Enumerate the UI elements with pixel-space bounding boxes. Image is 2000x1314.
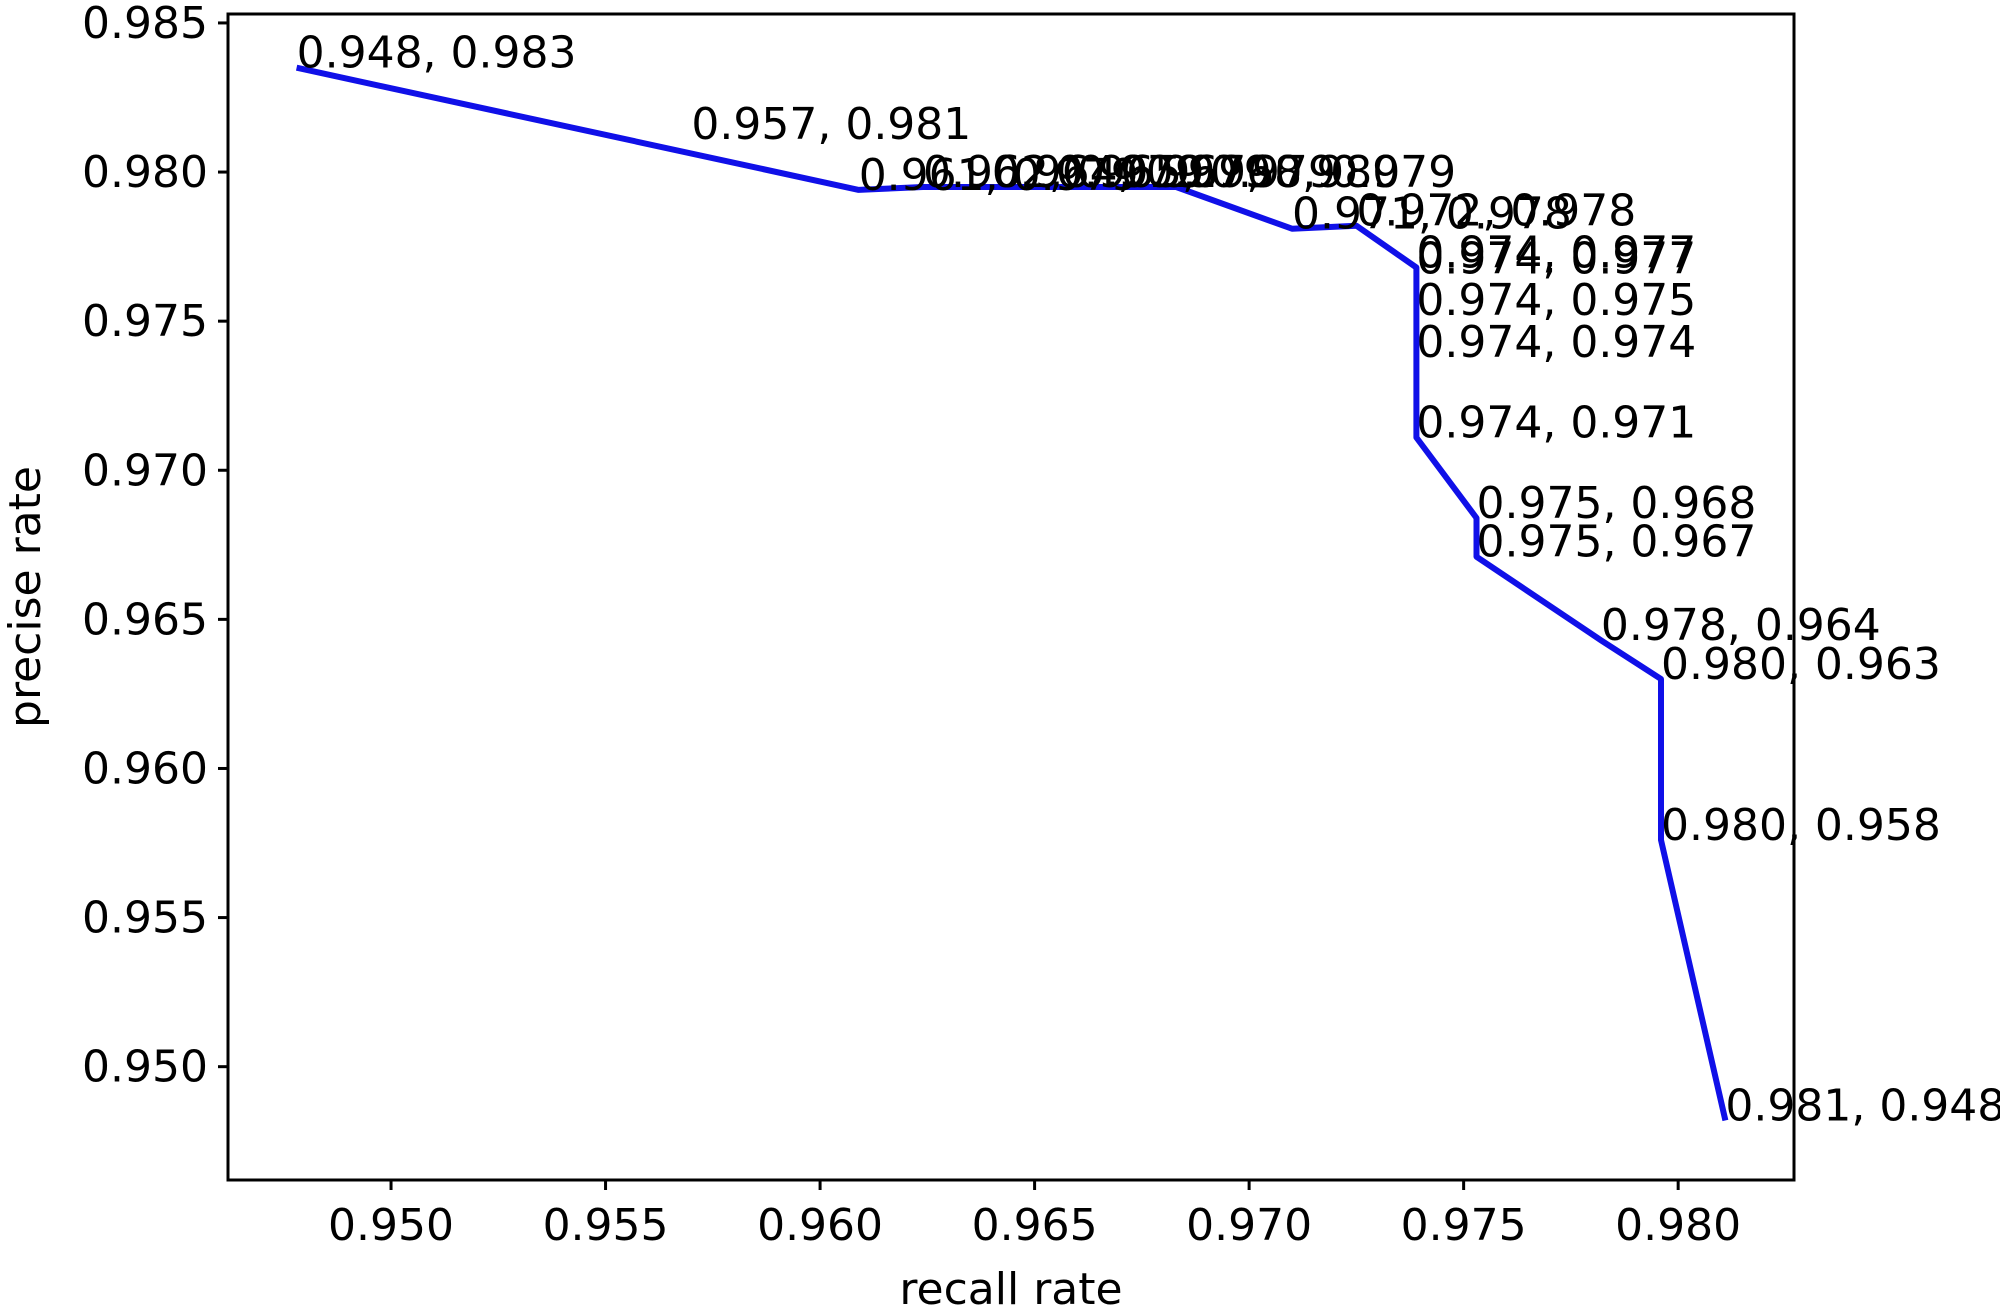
point-label: 0.974, 0.975 [1416, 275, 1696, 326]
point-label: 0.980, 0.958 [1661, 800, 1941, 851]
y-axis: 0.950 0.955 0.960 0.965 0.970 0.975 0.980 0.985 [82, 0, 228, 1093]
x-tick-label: 0.950 [328, 1200, 454, 1251]
point-label: 0.981, 0.948 [1725, 1080, 2000, 1131]
y-axis-title: precise rate [0, 466, 51, 728]
point-label: 0.968, 0.979 [1176, 147, 1456, 198]
point-label: 0.978, 0.964 [1601, 600, 1881, 651]
x-tick-label: 0.965 [972, 1200, 1098, 1251]
x-tick-label: 0.970 [1186, 1200, 1312, 1251]
point-label: 0.974, 0.971 [1416, 398, 1696, 449]
y-tick-label: 0.965 [82, 594, 208, 645]
point-label: 0.957, 0.981 [691, 99, 971, 150]
y-tick-label: 0.955 [82, 893, 208, 944]
point-label: 0.961, 0.979 [859, 150, 1139, 201]
y-tick-label: 0.985 [82, 0, 208, 49]
x-tick-label: 0.960 [757, 1200, 883, 1251]
x-tick-label: 0.975 [1401, 1200, 1527, 1251]
point-label: 0.974, 0.977 [1416, 233, 1696, 284]
y-tick-label: 0.980 [82, 147, 208, 198]
x-tick-label: 0.955 [543, 1200, 669, 1251]
y-tick-label: 0.970 [82, 445, 208, 496]
y-tick-label: 0.950 [82, 1042, 208, 1093]
x-tick-label: 0.980 [1615, 1200, 1741, 1251]
point-label: 0.967, 0.980 [1120, 147, 1400, 198]
x-axis: 0.950 0.955 0.960 0.965 0.970 0.975 0.980 [328, 1180, 1741, 1251]
point-label: 0.962, 0.979 [923, 147, 1203, 198]
point-label: 0.974, 0.974 [1416, 317, 1696, 368]
point-label: 0.975, 0.967 [1477, 517, 1757, 568]
point-label: 0.972, 0.978 [1356, 186, 1636, 237]
x-axis-title: recall rate [899, 1264, 1122, 1314]
point-label: 0.974, 0.977 [1416, 228, 1696, 279]
point-label: 0.965, 0.979 [1056, 147, 1336, 198]
plot-frame [226, 12, 1796, 1182]
y-tick-label: 0.975 [82, 296, 208, 347]
point-label: 0.975, 0.968 [1477, 478, 1757, 529]
point-label: 0.948, 0.983 [297, 28, 577, 79]
y-tick-label: 0.960 [82, 743, 208, 794]
pr-curve-line [295, 64, 1729, 1122]
point-label: 0.971, 0.978 [1292, 189, 1572, 240]
point-label: 0.980, 0.963 [1661, 639, 1941, 690]
point-label: 0.964, 0.979 [992, 147, 1272, 198]
